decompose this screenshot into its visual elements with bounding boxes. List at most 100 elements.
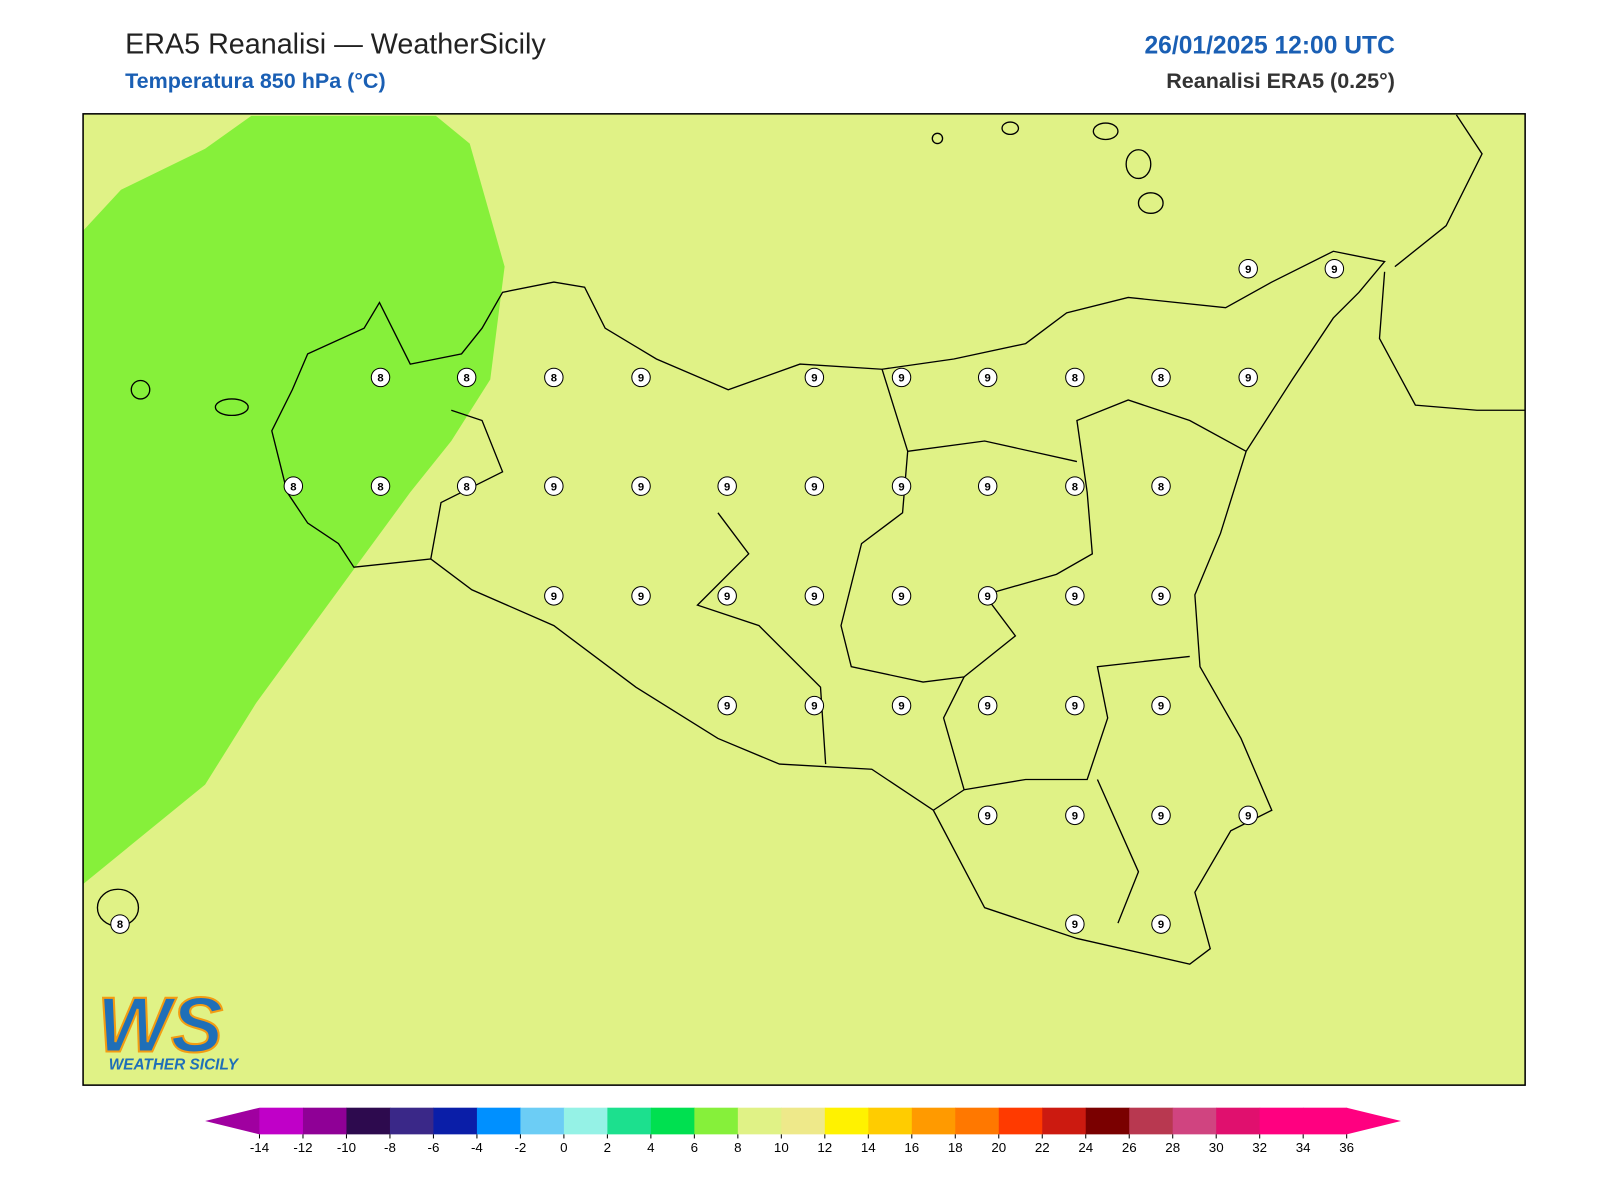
colorbar-tick-label: 30 <box>1209 1140 1224 1155</box>
marker-value: 8 <box>1158 373 1164 385</box>
marker-value: 8 <box>1072 481 1078 493</box>
marker-value: 8 <box>551 373 557 385</box>
colorbar-tick-label: -6 <box>428 1140 440 1155</box>
colorbar-tick-label: 18 <box>948 1140 963 1155</box>
marker-value: 9 <box>1072 919 1078 931</box>
colorbar-tick-label: 24 <box>1078 1140 1093 1155</box>
colorbar-tick-label: 34 <box>1296 1140 1311 1155</box>
colorbar-bin <box>1042 1108 1086 1135</box>
logo: WS WEATHER SICILY <box>97 980 239 1073</box>
marker-value: 9 <box>811 481 817 493</box>
colorbar-bin <box>303 1108 347 1135</box>
marker-value: 9 <box>724 591 730 603</box>
marker-value: 9 <box>551 591 557 603</box>
colorbar-tick-label: 32 <box>1252 1140 1267 1155</box>
subtitle: Temperatura 850 hPa (°C) <box>125 69 385 93</box>
marker-value: 9 <box>638 591 644 603</box>
colorbar-over <box>1347 1108 1401 1135</box>
colorbar-tick-label: 6 <box>691 1140 698 1155</box>
marker-value: 9 <box>1072 591 1078 603</box>
colorbar-tick-label: -10 <box>337 1140 356 1155</box>
colorbar-bin <box>1303 1108 1347 1135</box>
colorbar-tick-label: -12 <box>293 1140 312 1155</box>
marker-value: 8 <box>377 481 383 493</box>
marker-value: 9 <box>1158 919 1164 931</box>
colorbar-tick-label: -2 <box>514 1140 526 1155</box>
colorbar-bin <box>520 1108 564 1135</box>
colorbar-tick-label: 12 <box>817 1140 832 1155</box>
colorbar-tick-label: 4 <box>647 1140 655 1155</box>
colorbar-tick-label: 20 <box>991 1140 1006 1155</box>
colorbar-bin <box>1260 1108 1304 1135</box>
marker-value: 9 <box>985 701 991 713</box>
logo-initials: WS <box>97 980 223 1068</box>
source: Reanalisi ERA5 (0.25°) <box>1166 69 1395 93</box>
colorbar-tick-label: 10 <box>774 1140 789 1155</box>
colorbar-bin <box>1216 1108 1260 1135</box>
colorbar-bin <box>564 1108 608 1135</box>
colorbar-bin <box>390 1108 434 1135</box>
colorbar-bin <box>825 1108 869 1135</box>
colorbar-bin <box>259 1108 303 1135</box>
marker-value: 8 <box>1072 373 1078 385</box>
colorbar-bin <box>738 1108 782 1135</box>
colorbar-tick-label: -4 <box>471 1140 483 1155</box>
marker-value: 9 <box>985 481 991 493</box>
marker-value: 9 <box>985 810 991 822</box>
marker-value: 9 <box>898 373 904 385</box>
colorbar-bin <box>1173 1108 1217 1135</box>
marker-value: 9 <box>1158 701 1164 713</box>
colorbar-tick-label: 28 <box>1165 1140 1180 1155</box>
marker-value: 8 <box>464 373 470 385</box>
marker-value: 9 <box>638 481 644 493</box>
marker-value: 9 <box>898 701 904 713</box>
colorbar: -14-12-10-8-6-4-202468101214161820222426… <box>205 1108 1401 1155</box>
colorbar-tick-label: -14 <box>250 1140 270 1155</box>
marker-value: 9 <box>811 373 817 385</box>
marker-value: 9 <box>898 481 904 493</box>
colorbar-tick-label: 36 <box>1339 1140 1354 1155</box>
marker-value: 9 <box>985 373 991 385</box>
colorbar-tick-label: 22 <box>1035 1140 1050 1155</box>
colorbar-tick-label: 14 <box>861 1140 876 1155</box>
colorbar-tick-label: 2 <box>604 1140 611 1155</box>
colorbar-tick-label: 26 <box>1122 1140 1137 1155</box>
colorbar-bin <box>912 1108 956 1135</box>
marker-value: 9 <box>811 701 817 713</box>
colorbar-bin <box>651 1108 695 1135</box>
marker-value: 9 <box>1072 810 1078 822</box>
colorbar-bin <box>433 1108 477 1135</box>
marker-value: 9 <box>1245 373 1251 385</box>
marker-value: 8 <box>377 373 383 385</box>
colorbar-bin <box>999 1108 1043 1135</box>
logo-name: WEATHER SICILY <box>109 1057 240 1074</box>
datetime: 26/01/2025 12:00 UTC <box>1144 32 1395 59</box>
colorbar-bin <box>1129 1108 1173 1135</box>
marker-value: 9 <box>724 701 730 713</box>
marker-value: 8 <box>290 481 296 493</box>
colorbar-tick-label: 8 <box>734 1140 741 1155</box>
marker-value: 9 <box>985 591 991 603</box>
colorbar-bin <box>781 1108 825 1135</box>
colorbar-tick-label: 0 <box>560 1140 567 1155</box>
title: ERA5 Reanalisi — WeatherSicily <box>125 28 546 60</box>
marker-value: 9 <box>811 591 817 603</box>
marker-value: 9 <box>1245 264 1251 276</box>
colorbar-tick-label: -8 <box>384 1140 396 1155</box>
colorbar-bin <box>1086 1108 1130 1135</box>
colorbar-tick-label: 16 <box>904 1140 919 1155</box>
colorbar-bin <box>694 1108 738 1135</box>
marker-value: 8 <box>117 919 123 931</box>
colorbar-bin <box>346 1108 390 1135</box>
colorbar-bin <box>868 1108 912 1135</box>
colorbar-bin <box>955 1108 999 1135</box>
colorbar-bin <box>607 1108 651 1135</box>
marker-value: 8 <box>464 481 470 493</box>
marker-value: 9 <box>1245 810 1251 822</box>
marker-value: 8 <box>1158 481 1164 493</box>
marker-value: 9 <box>1072 701 1078 713</box>
marker-value: 9 <box>898 591 904 603</box>
colorbar-bin <box>477 1108 521 1135</box>
